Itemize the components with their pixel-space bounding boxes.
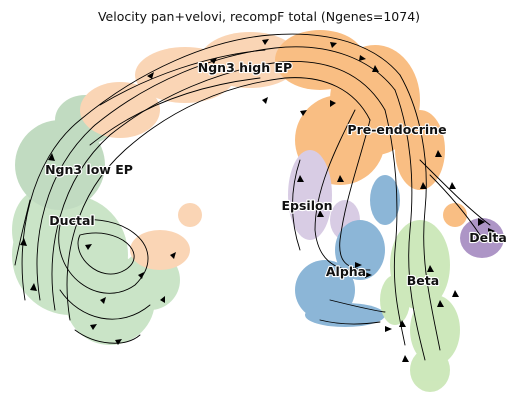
plot-title: Velocity pan+velovi, recompF total (Ngen…	[98, 9, 420, 24]
cluster-label-epsilon: Epsilon	[282, 198, 333, 213]
cluster-label-ductal: Ductal	[49, 213, 94, 228]
cluster-delta-cells	[460, 218, 504, 258]
cluster-epsilon-cells	[288, 150, 360, 240]
cluster-label-alpha: Alpha	[326, 264, 366, 279]
cluster-beta-cells	[380, 220, 460, 392]
velocity-streamlines	[14, 33, 491, 361]
cluster-ngn3-high-ep-cells	[80, 32, 300, 270]
cluster-label-pre-endocrine: Pre-endocrine	[347, 122, 446, 137]
cluster-label-beta: Beta	[407, 273, 439, 288]
cluster-label-delta: Delta	[469, 230, 507, 245]
cluster-label-ngn3-low-ep: Ngn3 low EP	[45, 162, 133, 177]
cluster-labels: Ngn3 high EP Pre-endocrine Ngn3 low EP D…	[44, 59, 508, 289]
cell-embedding	[12, 30, 504, 392]
streamline-arrowheads	[20, 39, 495, 362]
cluster-label-ngn3-high-ep: Ngn3 high EP	[198, 60, 292, 75]
